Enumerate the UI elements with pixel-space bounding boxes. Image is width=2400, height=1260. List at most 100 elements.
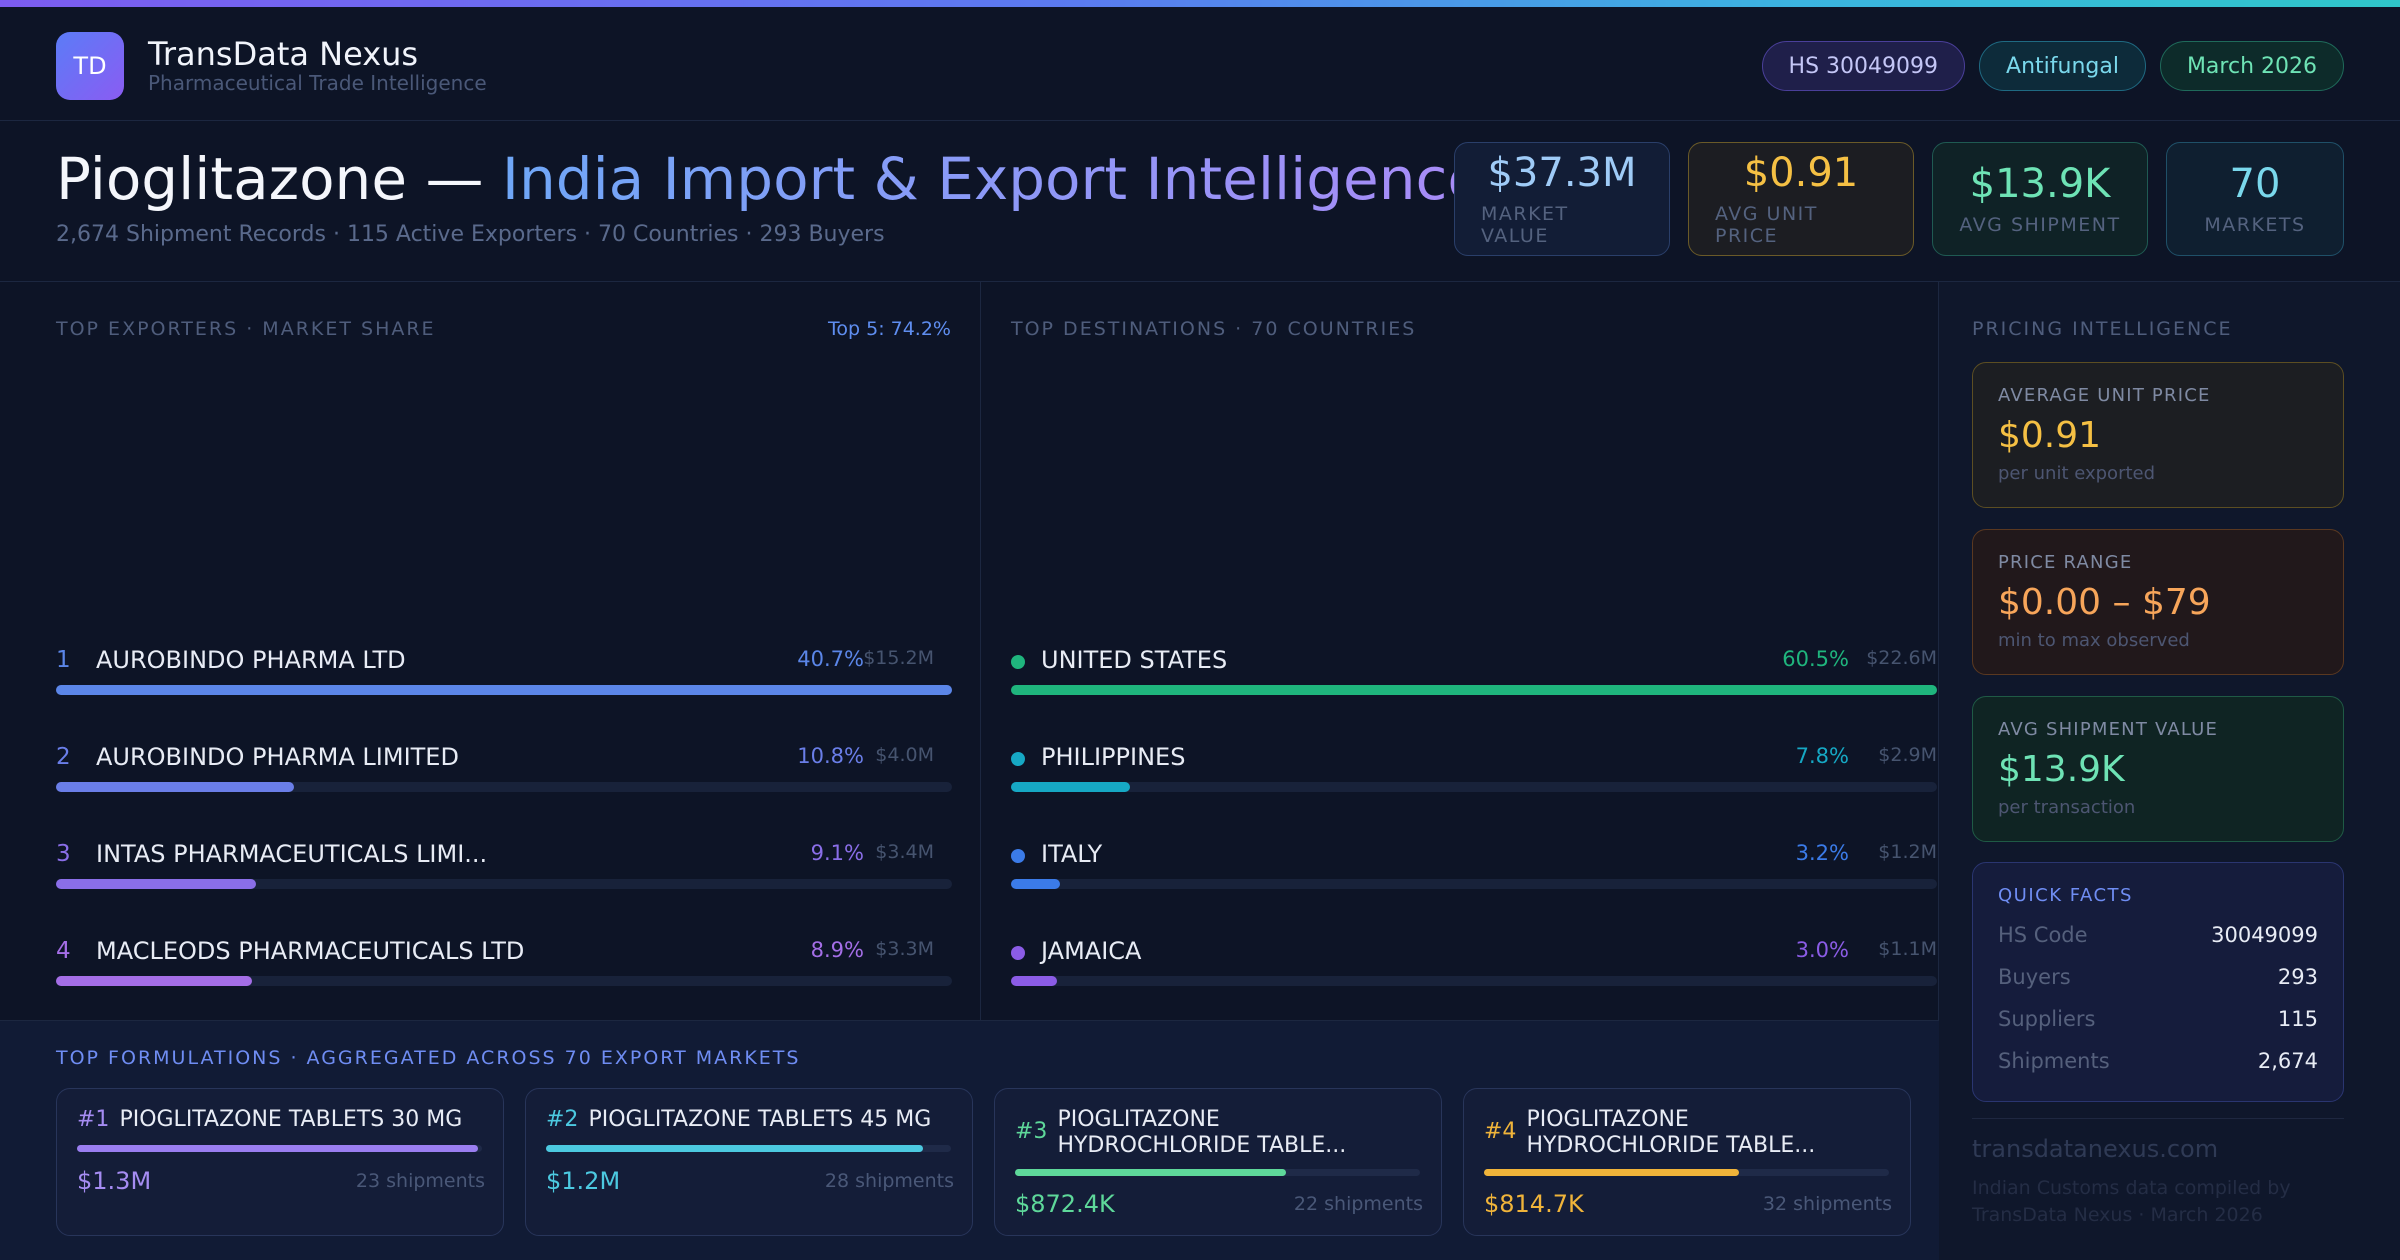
exporter-share-pct: 40.7% — [797, 647, 864, 671]
formulation-value: $872.4K — [1015, 1190, 1115, 1218]
exporter-name: AUROBINDO PHARMA LTD — [96, 646, 406, 674]
kpi-markets: 70 MARKETS — [2166, 142, 2344, 256]
kpi-label: AVG UNIT PRICE — [1715, 203, 1818, 247]
top-accent-bar — [0, 0, 2400, 7]
exporter-rank: 3 — [56, 841, 71, 867]
formulation-bar-fill — [1484, 1169, 1740, 1176]
exporter-row[interactable]: 1 AUROBINDO PHARMA LTD 40.7% $15.2M — [56, 646, 952, 709]
share-bar-fill — [1011, 685, 1937, 695]
card-value: $0.00 – $79 — [1998, 582, 2211, 623]
destination-share-pct: 3.2% — [1795, 841, 1849, 865]
formulation-card[interactable]: #2 PIOGLITAZONE TABLETS 45 MG $1.2M 28 ship… — [525, 1088, 973, 1236]
destination-value: $22.6M — [1866, 647, 1937, 669]
exporter-row[interactable]: 2 AUROBINDO PHARMA LIMITED 10.8% $4.0M — [56, 743, 952, 806]
exporter-name: AUROBINDO PHARMA LIMITED — [96, 743, 459, 771]
fact-value: 2,674 — [2257, 1049, 2318, 1073]
app-header: TD TransData Nexus Pharmaceutical Trade … — [0, 7, 2400, 121]
exporter-row[interactable]: 4 MACLEODS PHARMACEUTICALS LTD 8.9% $3.3M — [56, 937, 952, 1000]
destinations-title: TOP DESTINATIONS · 70 COUNTRIES — [1011, 318, 1417, 340]
pricing-panel: PRICING INTELLIGENCE AVERAGE UNIT PRICE … — [1939, 282, 2400, 1260]
exporter-row[interactable]: 3 INTAS PHARMACEUTICALS LIMI... 9.1% $3.4M — [56, 840, 952, 903]
title-row: Pioglitazone — India Import & Export Int… — [0, 121, 2400, 282]
kpi-market-value: $37.3M MARKET VALUE — [1454, 142, 1670, 256]
brand-name[interactable]: TransData Nexus — [148, 35, 419, 73]
period-pill[interactable]: March 2026 — [2159, 41, 2344, 91]
formulation-shipments: 22 shipments — [1293, 1193, 1423, 1215]
destination-name: UNITED STATES — [1041, 646, 1228, 674]
footer-divider — [1972, 1118, 2344, 1119]
site-link[interactable]: transdatanexus.com — [1972, 1135, 2219, 1163]
exporter-value: $4.0M — [875, 744, 934, 766]
filter-pills: HS 30049099 Antifungal March 2026 — [1761, 41, 2344, 91]
formulation-rank: #4 — [1484, 1119, 1517, 1144]
formulation-card[interactable]: #1 PIOGLITAZONE TABLETS 30 MG $1.3M 23 ship… — [56, 1088, 504, 1236]
page-subtitle: 2,674 Shipment Records · 115 Active Expo… — [56, 222, 885, 247]
exporter-rank: 1 — [56, 647, 71, 673]
destination-share-pct: 60.5% — [1782, 647, 1849, 671]
card-label: PRICE RANGE — [1998, 552, 2133, 573]
kpi-avg-shipment: $13.9K AVG SHIPMENT — [1932, 142, 2148, 256]
destinations-panel: TOP DESTINATIONS · 70 COUNTRIES UNITED S… — [981, 282, 1939, 1256]
share-bar-fill — [56, 685, 952, 695]
destination-row[interactable]: PHILIPPINES 7.8% $2.9M — [1011, 743, 1937, 806]
fact-row: HS Code 30049099 — [1998, 923, 2318, 953]
destination-row[interactable]: JAMAICA 3.0% $1.1M — [1011, 937, 1937, 1000]
fact-row: Suppliers 115 — [1998, 1007, 2318, 1037]
destination-row[interactable]: UNITED STATES 60.5% $22.6M — [1011, 646, 1937, 709]
card-subtext: per unit exported — [1998, 463, 2156, 484]
formulation-name: PIOGLITAZONE TABLETS 45 MG — [588, 1107, 932, 1132]
country-dot-icon — [1011, 752, 1025, 766]
title-description: India Import & Export Intelligence — [501, 145, 1484, 213]
formulation-header: #1 PIOGLITAZONE TABLETS 30 MG — [77, 1107, 477, 1133]
card-label: AVG SHIPMENT VALUE — [1998, 719, 2219, 740]
card-subtext: per transaction — [1998, 797, 2136, 818]
formulation-header: #4 PIOGLITAZONE HYDROCHLORIDE TABLE... — [1484, 1107, 1884, 1160]
destination-name: ITALY — [1041, 840, 1103, 868]
destination-row[interactable]: ITALY 3.2% $1.2M — [1011, 840, 1937, 903]
country-dot-icon — [1011, 946, 1025, 960]
share-bar-fill — [56, 879, 257, 889]
kpi-label: MARKETS — [2204, 214, 2306, 236]
price-range-card: PRICE RANGE $0.00 – $79 min to max obser… — [1972, 529, 2344, 675]
category-pill[interactable]: Antifungal — [1979, 41, 2146, 91]
formulation-bar-track — [77, 1145, 482, 1152]
fact-row: Shipments 2,674 — [1998, 1049, 2318, 1079]
destination-name: PHILIPPINES — [1041, 743, 1186, 771]
share-bar-fill — [56, 782, 294, 792]
formulations-title: TOP FORMULATIONS · AGGREGATED ACROSS 70 … — [56, 1047, 801, 1069]
formulation-name: PIOGLITAZONE TABLETS 30 MG — [119, 1107, 463, 1132]
exporter-rank: 2 — [56, 744, 71, 770]
card-subtext: min to max observed — [1998, 630, 2190, 651]
brand-logo[interactable]: TD — [56, 32, 124, 100]
share-bar-track — [1011, 782, 1937, 792]
formulations-section: TOP FORMULATIONS · AGGREGATED ACROSS 70 … — [0, 1020, 1939, 1260]
fact-value: 30049099 — [2211, 923, 2318, 947]
formulation-header: #2 PIOGLITAZONE TABLETS 45 MG — [546, 1107, 946, 1133]
kpi-value: $13.9K — [1969, 161, 2111, 207]
quick-facts-card: QUICK FACTS HS Code 30049099 Buyers 293 Su… — [1972, 862, 2344, 1102]
kpi-value: $0.91 — [1743, 150, 1859, 196]
formulation-bar-fill — [1015, 1169, 1287, 1176]
kpi-value: $37.3M — [1487, 150, 1637, 196]
formulation-card[interactable]: #4 PIOGLITAZONE HYDROCHLORIDE TABLE... $81… — [1463, 1088, 1911, 1236]
fact-key: Buyers — [1998, 965, 2071, 989]
kpi-cards: $37.3M MARKET VALUE $0.91 AVG UNIT PRICE $… — [1454, 142, 2344, 256]
share-bar-track — [1011, 879, 1937, 889]
formulation-card[interactable]: #3 PIOGLITAZONE HYDROCHLORIDE TABLE... $87… — [994, 1088, 1442, 1236]
share-bar-fill — [1011, 879, 1060, 889]
exporter-value: $3.3M — [875, 938, 934, 960]
formulation-value: $1.3M — [77, 1167, 152, 1195]
hs-code-pill[interactable]: HS 30049099 — [1761, 41, 1966, 91]
page-title: Pioglitazone — India Import & Export Int… — [56, 145, 1483, 213]
formulation-value: $1.2M — [546, 1167, 621, 1195]
formulation-value: $814.7K — [1484, 1190, 1584, 1218]
kpi-value: 70 — [2229, 161, 2281, 207]
formulation-rank: #2 — [546, 1107, 579, 1132]
formulation-name: PIOGLITAZONE HYDROCHLORIDE TABLE... — [1526, 1107, 1816, 1159]
formulation-shipments: 28 shipments — [824, 1170, 954, 1192]
formulation-bar-fill — [546, 1145, 923, 1152]
top5-share: Top 5: 74.2% — [828, 318, 951, 340]
kpi-label: MARKET VALUE — [1481, 203, 1569, 247]
share-bar-track — [1011, 976, 1937, 986]
exporters-panel: TOP EXPORTERS · MARKET SHARE Top 5: 74.2… — [0, 282, 981, 1256]
